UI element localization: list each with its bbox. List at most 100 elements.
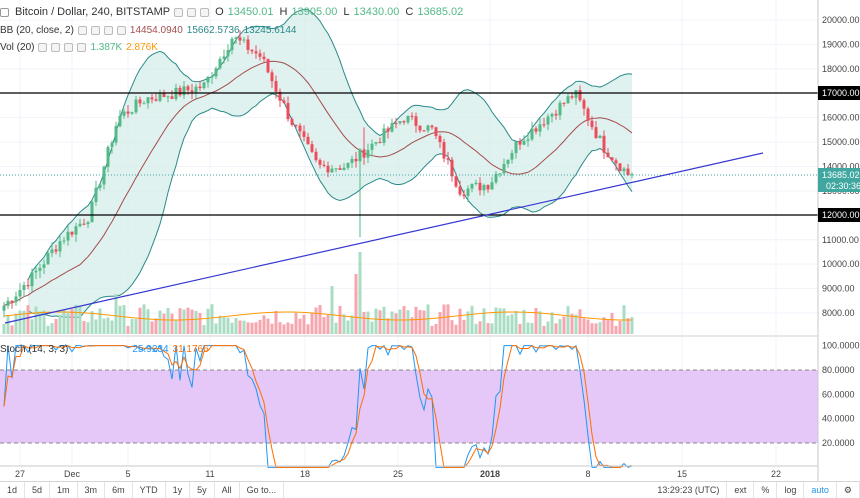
volume-bar	[150, 321, 154, 334]
close-icon[interactable]	[64, 43, 74, 52]
volume-bar	[630, 317, 634, 334]
volume-bar	[590, 323, 594, 334]
settings-icon[interactable]	[187, 7, 197, 17]
range-5d-button[interactable]: 5d	[25, 482, 51, 498]
candle-body	[298, 125, 302, 132]
candle-body	[370, 143, 374, 150]
candle-body	[166, 96, 170, 98]
date-tick-label: 22	[771, 469, 781, 479]
eye-icon[interactable]	[38, 43, 48, 52]
candle-body	[594, 127, 598, 139]
candle-body	[562, 102, 566, 104]
volume-bar	[82, 320, 86, 334]
legend-stoch-label: Stoch (14, 3, 3)	[0, 344, 69, 355]
percent-toggle[interactable]: %	[754, 482, 778, 498]
volume-bar	[74, 304, 78, 334]
volume-bar	[66, 313, 70, 334]
settings-icon[interactable]	[90, 26, 100, 35]
price-tick-label: 19000.00	[822, 39, 860, 49]
candle-body	[210, 76, 214, 78]
candle-body	[2, 305, 6, 311]
legend-symbol: Bitcoin / Dollar, 240, BITSTAMP	[15, 6, 171, 18]
candle-body	[554, 113, 558, 116]
candle-body	[538, 124, 542, 132]
candle-body	[286, 103, 290, 120]
volume-bar	[26, 305, 30, 334]
eye-icon[interactable]	[77, 26, 87, 35]
candle-body	[182, 86, 186, 96]
candle-body	[62, 240, 66, 242]
candle-body	[218, 58, 222, 69]
volume-bar	[14, 313, 18, 334]
volume-bar	[598, 322, 602, 334]
date-tick-label: 25	[393, 469, 403, 479]
volume-bar	[366, 311, 370, 334]
candle-body	[110, 142, 114, 147]
range-5y-button[interactable]: 5y	[190, 482, 215, 498]
volume-bar	[562, 316, 566, 334]
range-1m-button[interactable]: 1m	[50, 482, 78, 498]
candle-body	[46, 253, 50, 265]
range-6m-button[interactable]: 6m	[105, 482, 133, 498]
close-icon[interactable]	[103, 26, 113, 35]
log-toggle[interactable]: log	[777, 482, 805, 498]
price-tick-label: 9000.00	[822, 284, 855, 294]
volume-bar	[554, 323, 558, 334]
volume-bar	[254, 322, 258, 334]
more-icon[interactable]	[116, 26, 126, 35]
volume-bar	[314, 307, 318, 334]
volume-bar	[490, 323, 494, 334]
volume-bar	[586, 319, 590, 334]
candle-body	[198, 86, 202, 89]
candle-body	[470, 183, 474, 189]
collapse-icon[interactable]	[0, 7, 9, 17]
volume-bar	[570, 313, 574, 334]
volume-bar	[550, 312, 554, 334]
volume-bar	[222, 316, 226, 334]
candle-body	[362, 149, 366, 158]
volume-bar	[462, 319, 466, 334]
gear-icon[interactable]: ⚙	[837, 482, 860, 498]
legend-stoch: Stoch (14, 3, 3) 25.9234 31.1766	[0, 344, 209, 355]
close-icon[interactable]	[200, 7, 210, 17]
stoch-band	[0, 370, 818, 443]
legend-bb-mid: 14454.0940	[129, 25, 183, 36]
more-icon[interactable]	[77, 43, 87, 52]
candle-body	[474, 182, 478, 184]
candles	[2, 30, 634, 318]
legend-bb-upper: 15662.5736	[186, 25, 240, 36]
volume-bar	[370, 321, 374, 334]
range-1d-button[interactable]: 1d	[0, 482, 26, 498]
volume-bar	[22, 310, 26, 334]
level-tag-text: 17000.00	[822, 88, 860, 98]
volume-bar	[582, 318, 586, 334]
candle-body	[146, 97, 150, 104]
bollinger-bands	[3, 8, 633, 318]
volume-bar	[190, 309, 194, 334]
candle-body	[14, 296, 18, 303]
range-1y-button[interactable]: 1y	[166, 482, 191, 498]
trend-line[interactable]	[4, 152, 764, 324]
auto-toggle[interactable]: auto	[804, 482, 837, 498]
candle-body	[238, 37, 242, 41]
candle-body	[566, 96, 570, 104]
candle-body	[310, 144, 314, 152]
goto-button[interactable]: Go to...	[240, 482, 285, 498]
ext-toggle[interactable]: ext	[727, 482, 755, 498]
range-ytd-button[interactable]: YTD	[133, 482, 166, 498]
volume-bar	[450, 320, 454, 334]
candle-body	[618, 163, 622, 172]
volume-bar	[574, 314, 578, 334]
eye-icon[interactable]	[174, 7, 184, 17]
volume-bar	[146, 309, 150, 334]
range-3m-button[interactable]: 3m	[78, 482, 106, 498]
settings-icon[interactable]	[51, 43, 61, 52]
candle-body	[486, 185, 490, 190]
candle-body	[402, 121, 406, 123]
volume-bar	[270, 323, 274, 334]
range-all-button[interactable]: All	[215, 482, 240, 498]
price-tick-label: 20000.00	[822, 15, 860, 25]
candle-body	[558, 102, 562, 116]
candle-body	[254, 51, 258, 54]
